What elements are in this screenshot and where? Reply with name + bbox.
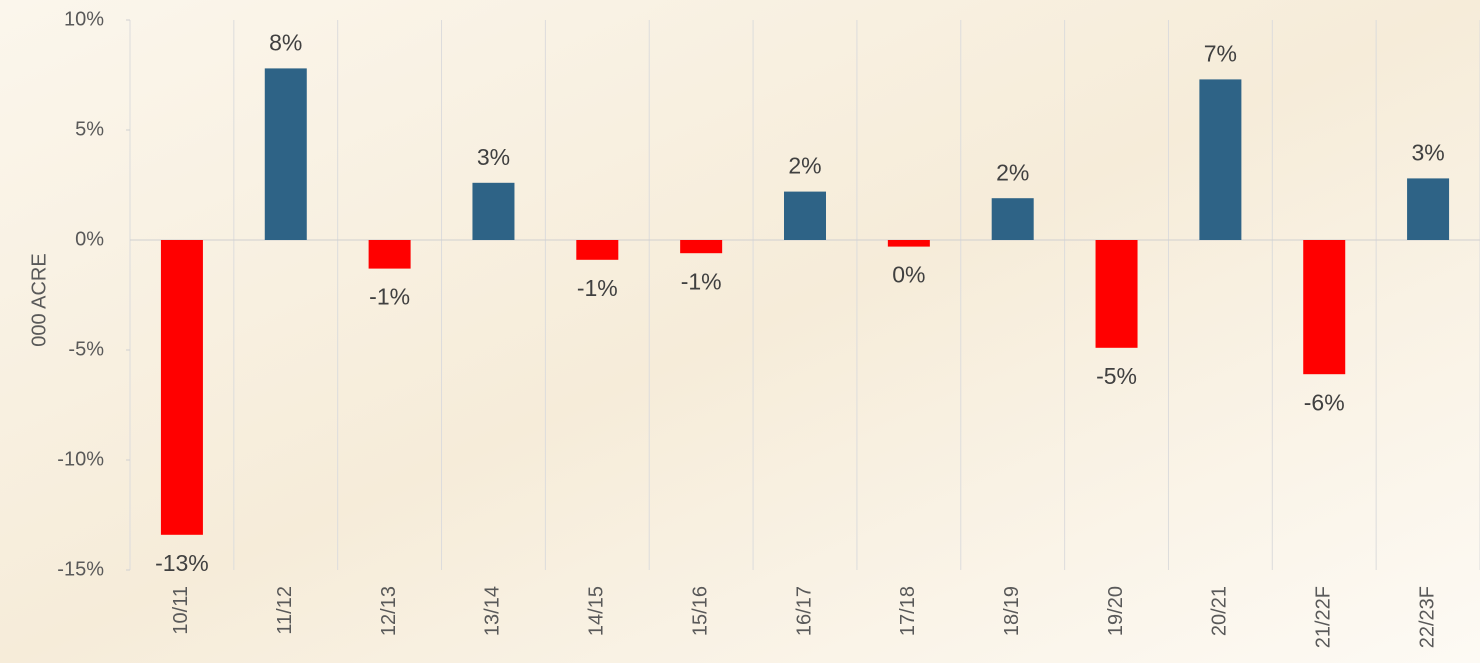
value-label: -1% — [577, 275, 618, 301]
x-tick-label: 15/16 — [689, 586, 711, 636]
x-tick-label: 11/12 — [274, 586, 296, 635]
x-tick-label: 20/21 — [1209, 586, 1231, 636]
y-axis-label: 000 ACRE — [28, 253, 50, 346]
x-tick-label: 12/13 — [378, 586, 400, 636]
value-label: 8% — [269, 29, 302, 55]
value-label: -13% — [155, 550, 209, 576]
bar — [680, 240, 723, 254]
y-tick-label: -10% — [57, 448, 104, 470]
x-tick-label: 17/18 — [897, 586, 919, 636]
bar — [1303, 240, 1346, 375]
value-label: -1% — [369, 284, 410, 310]
value-label: -6% — [1304, 389, 1345, 415]
x-tick-label: 14/15 — [586, 586, 608, 636]
y-tick-label: 10% — [64, 8, 104, 30]
bar — [1199, 79, 1242, 241]
bar — [160, 240, 203, 535]
bar — [1407, 178, 1450, 240]
value-label: -1% — [681, 268, 722, 294]
bar — [991, 198, 1034, 240]
bar — [576, 240, 619, 260]
value-label: 3% — [477, 144, 510, 170]
x-tick-label: 10/11 — [170, 586, 192, 635]
y-tick-label: -5% — [68, 338, 104, 360]
x-tick-label: 16/17 — [793, 586, 815, 636]
x-tick-label: 21/22F — [1313, 586, 1335, 648]
value-label: 2% — [996, 159, 1029, 185]
x-tick-label: 22/23F — [1416, 586, 1438, 648]
x-tick-label: 13/14 — [482, 586, 504, 636]
value-label: 7% — [1204, 40, 1237, 66]
x-tick-label: 18/19 — [1001, 586, 1023, 636]
value-label: 2% — [788, 153, 821, 179]
y-tick-label: -15% — [57, 558, 104, 580]
bar — [264, 68, 307, 241]
value-label: -5% — [1096, 363, 1137, 389]
y-tick-label: 0% — [75, 228, 104, 250]
value-label: 3% — [1411, 139, 1444, 165]
y-tick-label: 5% — [75, 118, 104, 140]
value-label: 0% — [892, 262, 925, 288]
x-tick-label: 19/20 — [1105, 586, 1127, 636]
bar — [1095, 240, 1138, 348]
bar — [887, 240, 930, 247]
bar — [368, 240, 411, 269]
bar — [784, 191, 826, 240]
bar — [472, 182, 515, 240]
